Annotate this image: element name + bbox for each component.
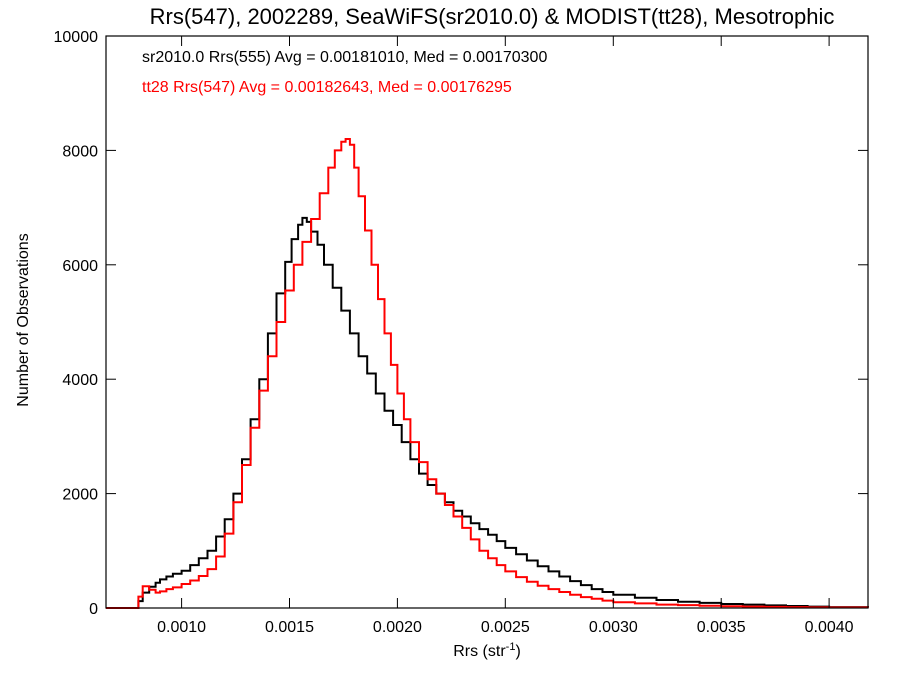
y-axis-label: Number of Observations (15, 233, 32, 406)
series-layer (106, 138, 869, 609)
x-tick-label: 0.0010 (157, 619, 206, 636)
y-tick-label: 4000 (62, 372, 98, 389)
legend-entry-series-2: tt28 Rrs(547) Avg = 0.00182643, Med = 0.… (142, 79, 512, 96)
x-axis-label: Rrs (str-1) (453, 641, 521, 660)
y-axis-ticks: 0 2000 4000 6000 8000 10000 (54, 29, 868, 618)
x-tick-label: 0.0035 (697, 619, 746, 636)
y-tick-label: 8000 (62, 143, 98, 160)
chart-title: Rrs(547), 2002289, SeaWiFS(sr2010.0) & M… (150, 4, 835, 29)
x-tick-label: 0.0015 (265, 619, 314, 636)
x-tick-label: 0.0020 (373, 619, 422, 636)
x-axis-label-superscript: -1 (506, 641, 516, 653)
x-tick-label: 0.0030 (589, 619, 638, 636)
y-tick-label: 0 (89, 601, 98, 618)
x-axis-label-main: Rrs (str (453, 643, 506, 660)
x-tick-label: 0.0025 (481, 619, 530, 636)
x-axis-ticks: 0.0010 0.0015 0.0020 0.0025 0.0030 0.0035 0.00… (157, 36, 854, 636)
legend-entry-series-1: sr2010.0 Rrs(555) Avg = 0.00181010, Med … (142, 49, 547, 66)
x-tick-label: 0.0040 (805, 619, 854, 636)
series-line-2 (106, 138, 869, 609)
y-tick-label: 6000 (62, 258, 98, 275)
y-tick-label: 10000 (54, 29, 99, 46)
x-axis-label-close: ) (515, 643, 520, 660)
series-line-1 (106, 216, 869, 609)
legend: sr2010.0 Rrs(555) Avg = 0.00181010, Med … (142, 49, 547, 96)
y-tick-label: 2000 (62, 487, 98, 504)
plot-frame (105, 35, 869, 609)
